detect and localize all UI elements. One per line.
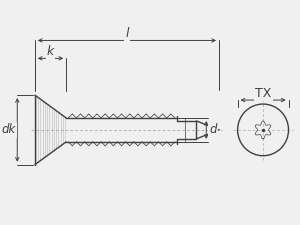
Text: l: l	[125, 27, 129, 40]
Text: TX: TX	[255, 87, 271, 100]
Text: d: d	[209, 123, 217, 136]
Text: k: k	[47, 45, 54, 58]
Text: dk: dk	[1, 123, 16, 136]
